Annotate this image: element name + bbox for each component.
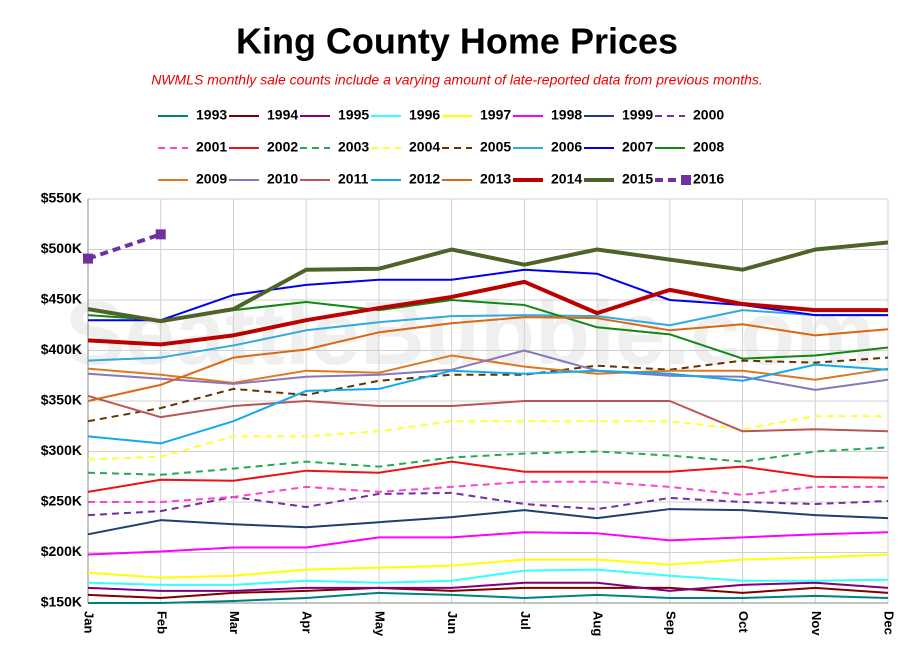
y-tick-label: $450K [41,291,82,307]
y-tick-label: $200K [41,543,82,559]
chart-subtitle: NWMLS monthly sale counts include a vary… [151,72,763,88]
legend-label: 2002 [267,139,298,155]
legend-marker [681,175,691,185]
x-tick-label: Nov [809,611,824,636]
series-line [87,586,889,599]
watermark: SeattleBubble.com [65,284,875,384]
legend-label: 2013 [480,171,511,187]
series-line [87,356,889,423]
x-tick-label: Mar [227,611,242,634]
x-tick-label: Aug [591,611,606,636]
legend-label: 2005 [480,139,511,155]
chart-title: King County Home Prices [236,21,678,62]
series-line [87,316,889,402]
legend-label: 2001 [196,139,227,155]
series-line [87,363,889,445]
legend-label: 2016 [693,171,724,187]
point-marker [155,229,166,240]
legend-label: 2012 [409,171,440,187]
x-tick-label: May [372,611,387,637]
series-line [87,446,889,476]
series-line [87,568,889,586]
series-line [87,553,889,579]
series-line [88,480,888,503]
legend-label: 2010 [267,171,298,187]
series-line [87,309,888,362]
legend-label: 2006 [551,139,582,155]
x-tick-label: Oct [736,611,751,633]
legend-label: 2011 [338,171,369,187]
x-tick-label: Apr [300,611,315,633]
series-line [87,460,889,493]
y-tick-label: $350K [41,392,82,408]
series-line [87,240,889,324]
legend-label: 1998 [551,107,582,123]
legend-label: 2009 [196,171,227,187]
legend-label: 1997 [480,107,511,123]
point-marker [83,253,93,264]
y-tick-label: $300K [41,442,82,458]
series-line [87,279,888,347]
series-line [87,415,888,461]
legend-label: 2015 [622,171,653,187]
y-tick-label: $150K [41,594,82,610]
series-line [87,232,162,261]
legend-label: 1999 [622,107,653,123]
legend-label: 2007 [622,139,653,155]
x-tick-label: Feb [154,611,169,634]
legend-label: 2003 [338,139,369,155]
series-line [88,591,889,604]
x-tick-label: Jun [445,611,460,634]
series-line [87,491,889,517]
x-tick-label: Jul [518,611,533,630]
y-tick-label: $250K [41,493,82,509]
x-tick-label: Sep [663,611,678,635]
legend-label: 2004 [409,139,440,155]
series-line [87,508,889,536]
y-tick-label: $550K [41,190,82,206]
legend-label: 1993 [196,107,227,123]
series-line [87,531,889,556]
legend-label: 2008 [693,139,724,155]
legend-label: 1995 [338,107,369,123]
x-tick-label: Jan [82,611,97,633]
legend-label: 1994 [267,107,298,123]
series-line [87,394,889,433]
y-tick-label: $500K [41,240,82,256]
legend-label: 1996 [409,107,440,123]
y-tick-label: $400K [41,341,82,357]
legend-label: 2014 [551,171,582,187]
x-tick-label: Dec [882,611,897,635]
legend-label: 2000 [693,107,724,123]
series-line [87,581,889,592]
